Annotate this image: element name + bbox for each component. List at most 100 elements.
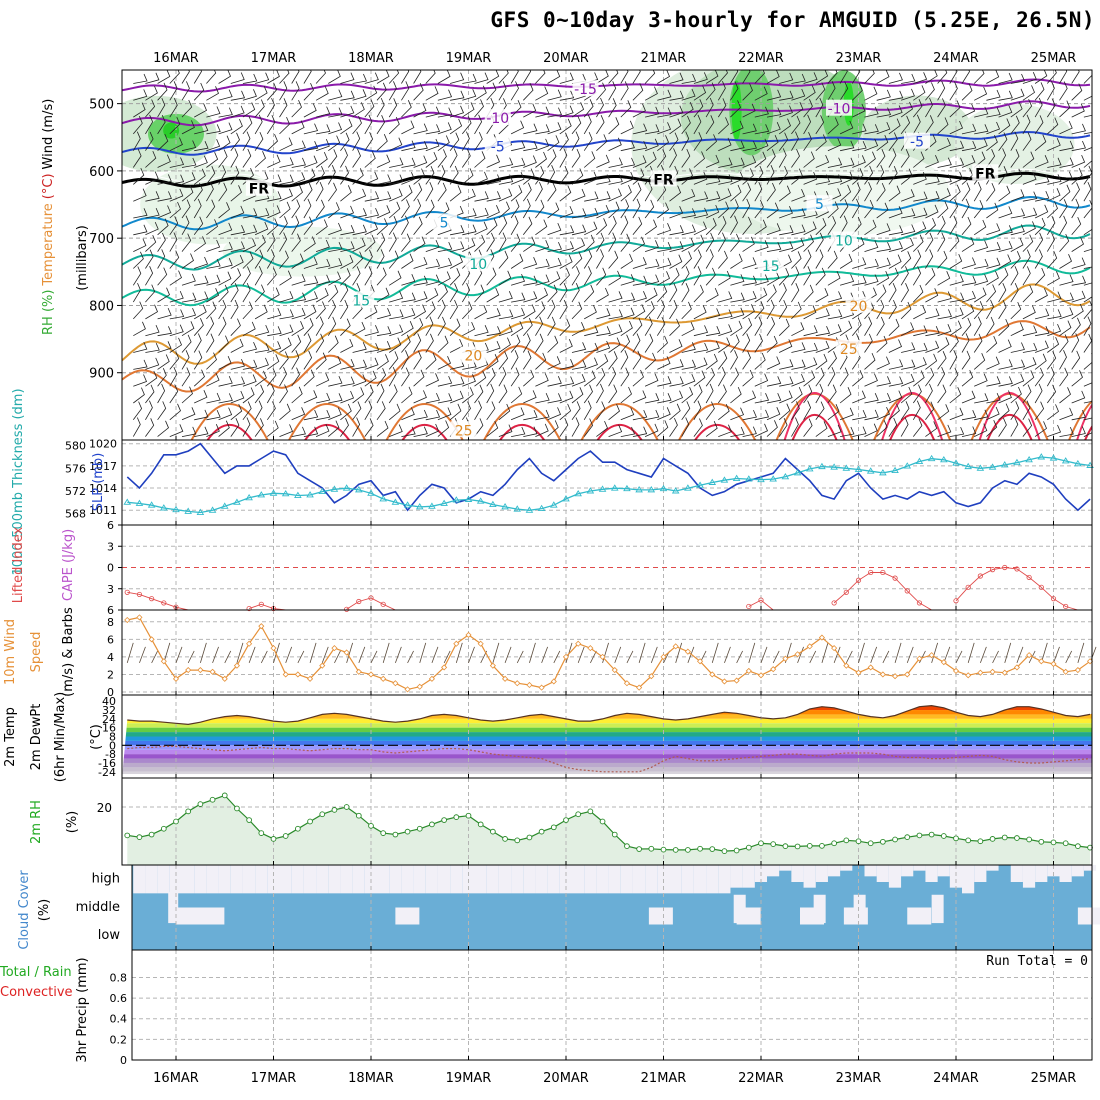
wind-barb — [376, 420, 389, 437]
wind-barb — [864, 258, 879, 269]
wind-barb — [462, 73, 477, 84]
wind-barb — [230, 90, 246, 101]
wind-barb — [632, 369, 644, 387]
slp-ylabel: SLP (mb) — [91, 453, 106, 512]
wind-barb — [267, 82, 278, 101]
wind-barb — [218, 165, 227, 185]
wind-barb — [791, 359, 806, 370]
date-label-bottom: 25MAR — [1031, 1071, 1077, 1086]
wind-barb — [717, 70, 728, 84]
wind-barb — [1083, 114, 1092, 118]
wind-barb — [510, 407, 525, 421]
thickness-marker — [671, 487, 680, 494]
wind-barb — [535, 86, 549, 101]
wind-barb — [474, 85, 487, 101]
wind-barb — [461, 115, 472, 135]
wind-barb — [1071, 257, 1086, 269]
surface-hot-contour — [596, 424, 643, 440]
wind-barb — [169, 403, 181, 421]
wind-barb — [437, 149, 447, 168]
wind-barb — [242, 387, 255, 404]
wind-barb — [242, 224, 258, 236]
wind-speed-marker — [587, 645, 594, 652]
isotherm-line — [122, 224, 1091, 271]
wind-barb — [839, 120, 854, 135]
wind-barb — [364, 234, 376, 252]
thickness-marker — [586, 487, 595, 494]
wind-barb — [742, 304, 755, 320]
wind-barb — [791, 101, 804, 118]
wind-barb — [267, 218, 279, 236]
wind-barb-10m — [687, 646, 695, 664]
wind-barb — [961, 370, 974, 387]
wind-barb — [913, 151, 925, 168]
wind-barb — [303, 155, 318, 168]
wind-barb — [815, 353, 828, 370]
temp-band — [122, 732, 1092, 737]
wind-barb — [547, 393, 562, 404]
wind-barb — [669, 185, 682, 202]
wind-barb — [133, 167, 145, 185]
wind-barb — [669, 254, 683, 269]
wind-barb — [998, 206, 1013, 219]
wind-barb — [401, 334, 411, 353]
wind-barb — [218, 271, 232, 286]
wind-barb — [876, 107, 892, 118]
wind-barb-10m — [321, 646, 329, 664]
wind-barb — [657, 393, 672, 404]
wind-barb — [949, 120, 964, 135]
wind-barb — [986, 270, 999, 286]
surface-hot-contour — [304, 424, 350, 440]
wind-barb — [376, 97, 385, 118]
wind-barb — [730, 233, 740, 252]
wind-barb — [1083, 95, 1092, 101]
wind-barb — [571, 188, 586, 202]
wind-barb — [937, 188, 951, 202]
wind-barb — [413, 141, 428, 152]
wind-barb — [498, 403, 511, 421]
wind-barb — [1034, 421, 1047, 437]
wind-barb — [352, 148, 361, 168]
wind-barb — [194, 291, 209, 303]
wind-barb — [1096, 420, 1100, 437]
wind-barb — [730, 307, 745, 320]
wind-barb-10m — [236, 642, 244, 664]
wind-barb — [145, 357, 160, 370]
wind-barb — [681, 251, 692, 269]
wind-barb — [876, 257, 891, 269]
wind-barb — [973, 316, 982, 336]
cloud-high-gap — [1010, 865, 1023, 882]
wind-barb — [474, 384, 484, 404]
wind-barb — [133, 102, 146, 118]
wind-barb — [1034, 155, 1049, 168]
wind-barb — [913, 284, 924, 303]
rh-marker — [904, 834, 911, 841]
wind-barb — [242, 301, 253, 320]
wind-barb — [608, 157, 623, 168]
wind-barb — [364, 342, 380, 353]
wind-barb — [1071, 290, 1086, 303]
wind-barb — [230, 72, 245, 84]
date-label-top: 22MAR — [738, 51, 784, 66]
wind-barb — [413, 317, 424, 336]
rh-marker — [758, 840, 764, 847]
wind-barb — [791, 131, 799, 151]
li-marker — [916, 600, 923, 606]
wind-barb — [352, 208, 367, 219]
wind-barb — [1010, 322, 1024, 337]
wind-barb — [461, 282, 471, 303]
wind-barb — [766, 223, 781, 236]
li-marker — [149, 596, 155, 602]
wind-barb — [1059, 367, 1069, 387]
wind-barb — [498, 250, 509, 269]
wind-barb — [681, 88, 696, 101]
precip-tick-label: 0.8 — [110, 971, 128, 984]
rh-marker — [831, 840, 837, 847]
wind-barb — [669, 339, 683, 353]
wind-barb — [839, 184, 852, 202]
rh-marker — [977, 838, 984, 845]
wind-barb — [596, 308, 611, 320]
wind-barb — [620, 334, 631, 353]
wind-barb — [1034, 115, 1044, 135]
wind-barb — [766, 89, 782, 101]
